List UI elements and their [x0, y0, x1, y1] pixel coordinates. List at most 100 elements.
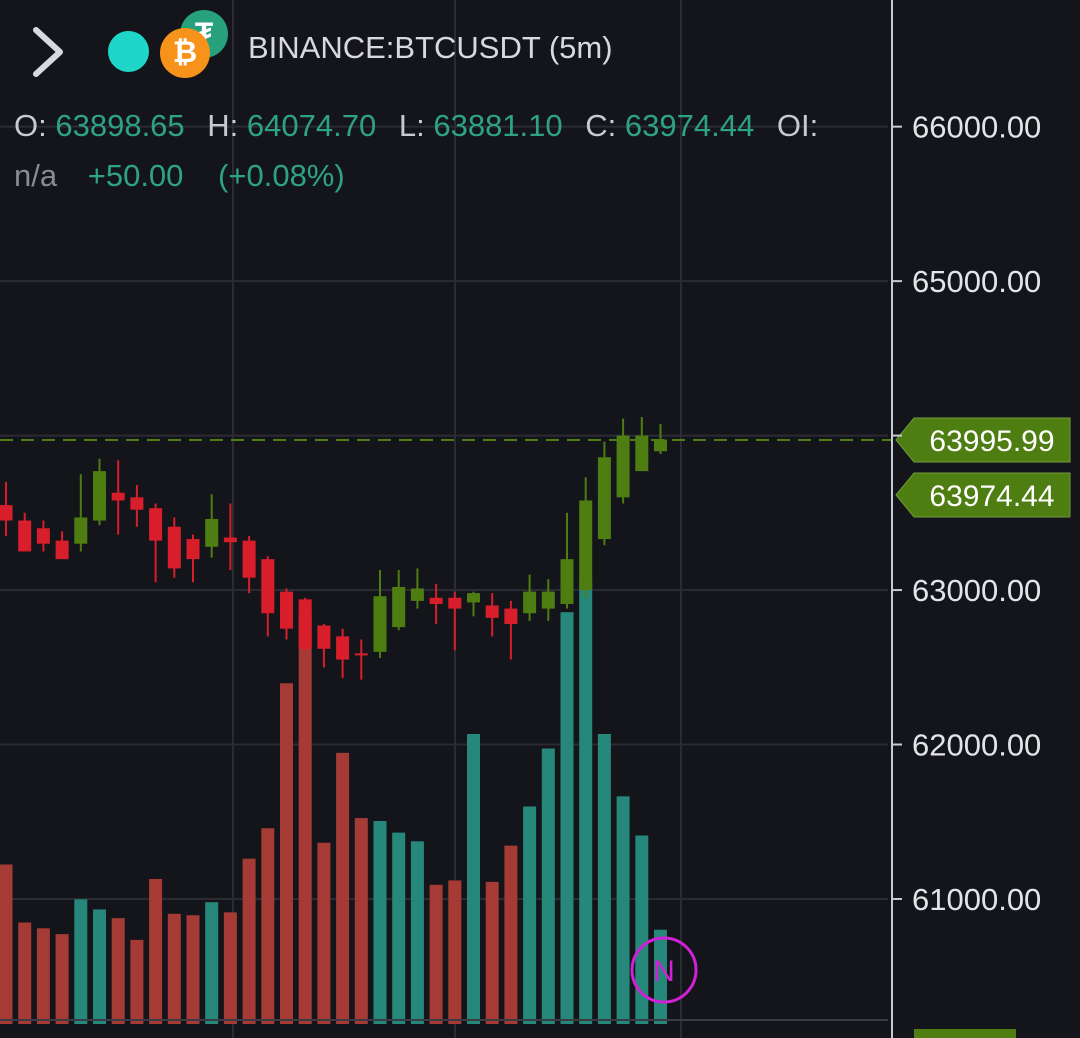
volume-bar	[354, 818, 368, 1024]
volume-bar	[167, 913, 181, 1024]
volume-bar	[18, 922, 32, 1024]
candle-body	[579, 500, 593, 591]
candle-body	[186, 539, 200, 560]
volume-bar	[560, 612, 574, 1024]
volume-bar	[0, 864, 13, 1024]
high-label: H:	[207, 108, 239, 143]
partial-price-tag	[914, 1029, 1016, 1038]
volume-bar	[616, 796, 630, 1024]
open-label: O:	[14, 108, 47, 143]
low-value: 63881.10	[433, 108, 563, 143]
volume-bar	[205, 902, 219, 1024]
candle-body	[280, 591, 293, 629]
marker-label: N	[653, 955, 675, 988]
candle-body	[55, 540, 69, 560]
candle-body	[373, 596, 387, 652]
candle-body	[205, 519, 219, 547]
volume-bar	[523, 806, 537, 1024]
volume-bar	[93, 909, 106, 1024]
volume-bar	[467, 734, 480, 1024]
candlestick-series	[0, 417, 667, 680]
volume-bar	[597, 734, 611, 1024]
price-tag-shape	[895, 417, 1071, 463]
candle-body	[317, 625, 331, 649]
price-tag-shape	[895, 472, 1071, 518]
candle-body	[429, 597, 443, 604]
volume-bar	[298, 612, 312, 1024]
candle-body	[0, 505, 13, 521]
candle-body	[654, 439, 667, 452]
change-legend: n/a +50.00 (+0.08%)	[14, 158, 345, 194]
candle-body	[261, 559, 275, 614]
axis-tick-label: 61000.00	[912, 882, 1041, 917]
volume-bar	[280, 683, 293, 1024]
axis-tick-label: 66000.00	[912, 110, 1041, 145]
candle-body	[354, 653, 368, 656]
volume-bars	[0, 581, 888, 1024]
candle-body	[93, 471, 106, 521]
price-tag: 63974.44	[895, 472, 1071, 518]
volume-bar	[74, 899, 88, 1024]
volume-bar	[36, 928, 50, 1024]
volume-bar	[111, 918, 125, 1024]
price-tag-label: 63995.99	[929, 425, 1054, 458]
candle-body	[242, 540, 256, 578]
candle-body	[560, 559, 574, 604]
axis-tick-label: 65000.00	[912, 264, 1041, 299]
change-percent: (+0.08%)	[218, 158, 345, 193]
ohlc-legend: O: 63898.65 H: 64074.70 L: 63881.10 C: 6…	[14, 108, 818, 144]
high-value: 64074.70	[246, 108, 377, 143]
candle-body	[18, 520, 32, 552]
axis-tick-label: 62000.00	[912, 728, 1041, 763]
volume-bar	[541, 748, 555, 1024]
close-label: C:	[585, 108, 617, 143]
volume-bar	[410, 841, 424, 1024]
volume-bar	[317, 842, 331, 1024]
open-value: 63898.65	[55, 108, 185, 143]
candle-body	[523, 591, 537, 614]
candle-body	[635, 435, 649, 472]
bitcoin-icon: ₿	[160, 28, 210, 78]
volume-bar	[635, 835, 649, 1024]
candle-body	[504, 608, 518, 625]
candle-body	[448, 597, 462, 609]
chart-grid	[0, 0, 888, 1038]
open-interest-value: n/a	[14, 158, 58, 193]
symbol-title[interactable]: BINANCE:BTCUSDT (5m)	[248, 30, 613, 65]
volume-bar	[448, 880, 462, 1024]
candle-body	[149, 508, 163, 541]
status-dot	[108, 31, 149, 72]
volume-bar	[130, 939, 144, 1024]
volume-bar	[55, 934, 69, 1024]
price-tag: 63995.99	[895, 417, 1071, 463]
marker-circle	[630, 936, 698, 1004]
volume-bar	[336, 752, 350, 1024]
candle-body	[467, 593, 480, 603]
volume-bar	[485, 881, 499, 1024]
candle-body	[167, 526, 181, 569]
candle-body	[597, 457, 611, 540]
candle-body	[410, 588, 424, 601]
volume-bar	[504, 845, 518, 1024]
price-axis[interactable]: 63995.99 63974.44 61000.00 62000.00 63000.00…	[891, 0, 1071, 1038]
open-interest-label: OI:	[776, 108, 819, 143]
candle-body	[541, 591, 555, 609]
volume-bar	[149, 879, 163, 1024]
volume-bar	[261, 828, 275, 1024]
candle-body	[36, 528, 50, 544]
price-tag-label: 63974.44	[929, 480, 1054, 513]
volume-bar	[242, 858, 256, 1024]
volume-bar	[392, 832, 406, 1024]
candle-body	[485, 605, 499, 618]
candle-body	[74, 517, 88, 544]
news-marker[interactable]: N	[630, 936, 698, 1004]
candle-body	[223, 537, 237, 543]
chevron-right-icon[interactable]	[26, 22, 70, 82]
change-value: +50.00	[87, 158, 184, 193]
volume-bar	[429, 884, 443, 1024]
volume-bar	[186, 915, 200, 1024]
close-value: 63974.44	[624, 108, 755, 143]
candle-body	[111, 492, 125, 501]
candle-body	[130, 497, 144, 510]
